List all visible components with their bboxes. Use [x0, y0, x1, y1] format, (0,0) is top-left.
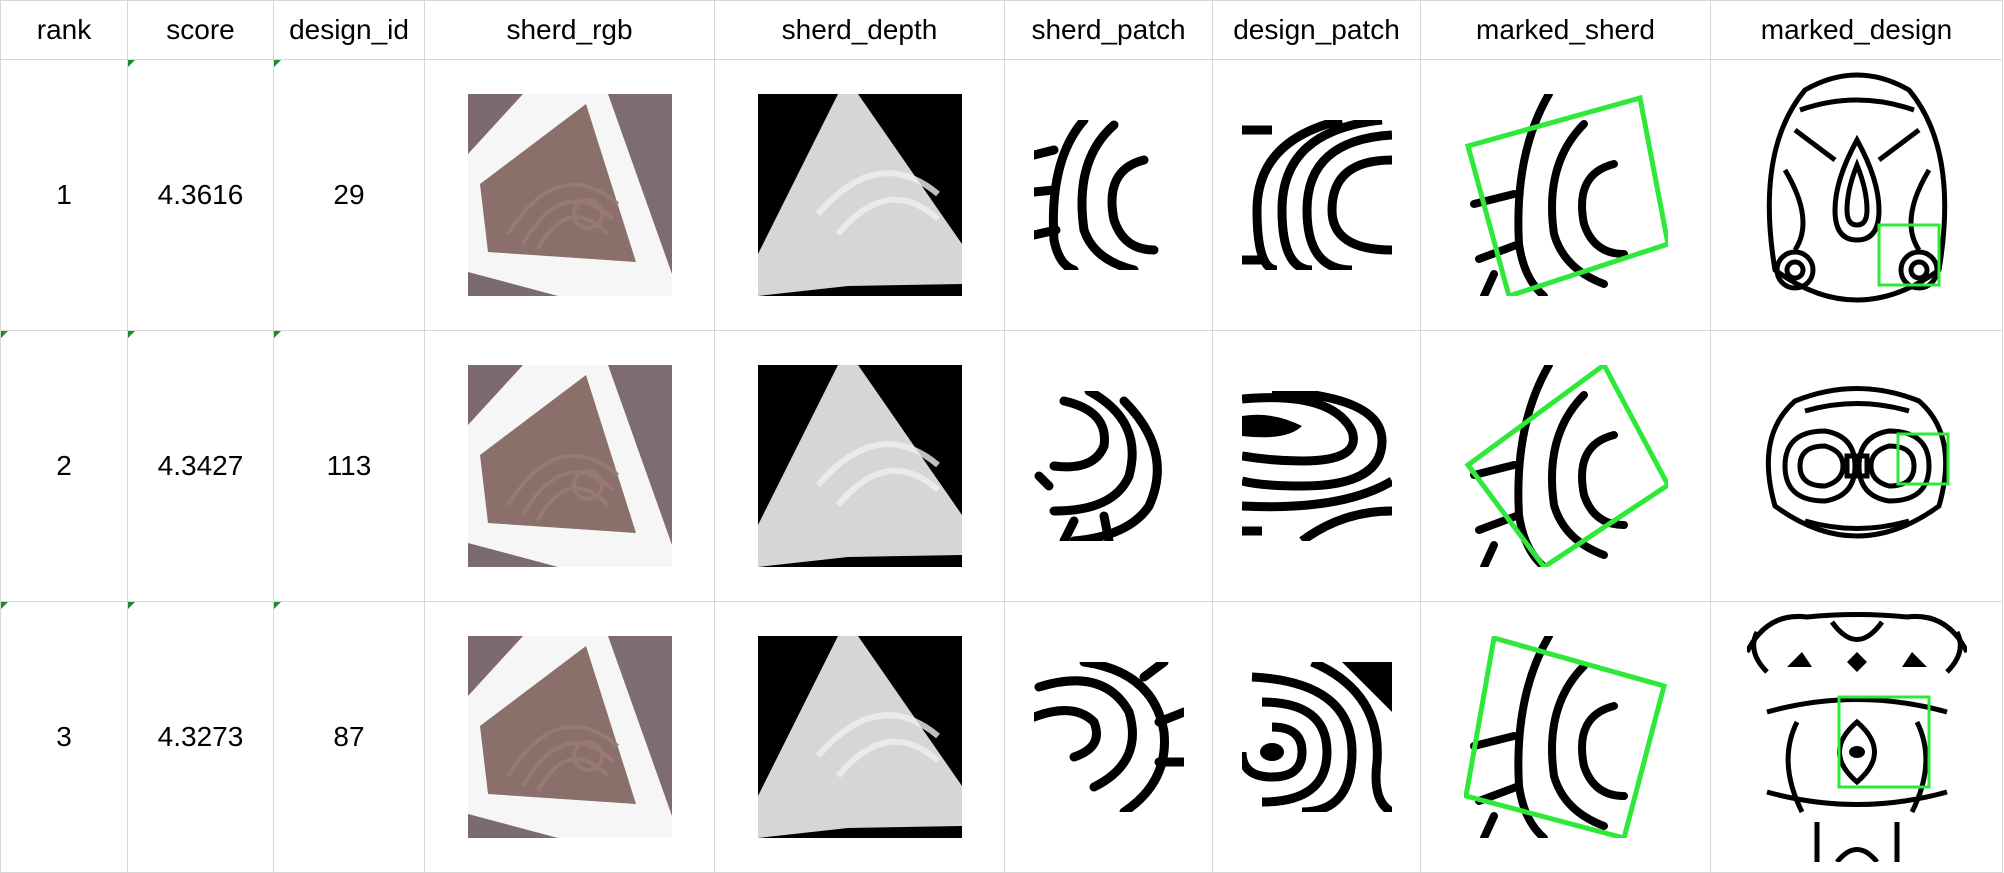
- design-id-value: 87: [333, 721, 365, 752]
- design-id-value: 113: [326, 450, 372, 481]
- cell-score[interactable]: 4.3427: [127, 330, 274, 602]
- cell-sherd-patch[interactable]: [1004, 601, 1213, 873]
- rank-value: 1: [56, 179, 72, 210]
- cell-sherd-depth[interactable]: [714, 601, 1005, 873]
- header-design-patch[interactable]: design_patch: [1212, 0, 1421, 60]
- table-row: 1 4.3616 29: [0, 59, 2003, 331]
- cell-marker: [128, 60, 135, 67]
- sherd-depth-image: [757, 365, 962, 567]
- cell-marker: [274, 331, 281, 338]
- design-id-value: 29: [333, 179, 365, 210]
- cell-marked-sherd[interactable]: [1420, 601, 1711, 873]
- marked-sherd-image: [1463, 636, 1668, 838]
- cell-design-id[interactable]: 113: [273, 330, 425, 602]
- cell-score[interactable]: 4.3616: [127, 59, 274, 331]
- sherd-rgb-image: [467, 94, 672, 296]
- header-sherd-depth[interactable]: sherd_depth: [714, 0, 1005, 60]
- cell-marker: [274, 602, 281, 609]
- header-sherd-patch[interactable]: sherd_patch: [1004, 0, 1213, 60]
- design-patch-image: [1241, 662, 1392, 812]
- marked-sherd-image: [1463, 94, 1668, 296]
- cell-design-patch[interactable]: [1212, 601, 1421, 873]
- cell-marked-design[interactable]: [1710, 59, 2003, 331]
- cell-marker: [1, 602, 8, 609]
- cell-sherd-patch[interactable]: [1004, 59, 1213, 331]
- cell-sherd-depth[interactable]: [714, 330, 1005, 602]
- cell-marker: [1, 331, 8, 338]
- cell-sherd-depth[interactable]: [714, 59, 1005, 331]
- sherd-patch-image: [1033, 391, 1184, 541]
- cell-sherd-rgb[interactable]: [424, 59, 715, 331]
- cell-rank[interactable]: 2: [0, 330, 128, 602]
- cell-marked-design[interactable]: [1710, 330, 2003, 602]
- cell-design-patch[interactable]: [1212, 330, 1421, 602]
- cell-marker: [128, 602, 135, 609]
- cell-marker: [128, 331, 135, 338]
- marked-sherd-image: [1463, 365, 1668, 567]
- header-row: rank score design_id sherd_rgb sherd_dep…: [0, 0, 2003, 60]
- cell-rank[interactable]: 3: [0, 601, 128, 873]
- score-value: 4.3616: [157, 179, 244, 210]
- cell-rank[interactable]: 1: [0, 59, 128, 331]
- marked-design-image: [1746, 612, 1967, 862]
- header-score[interactable]: score: [127, 0, 274, 60]
- rank-value: 2: [56, 450, 72, 481]
- sherd-patch-image: [1033, 662, 1184, 812]
- header-sherd-rgb[interactable]: sherd_rgb: [424, 0, 715, 60]
- marked-design-image: [1754, 376, 1959, 556]
- header-marked-sherd[interactable]: marked_sherd: [1420, 0, 1711, 60]
- cell-score[interactable]: 4.3273: [127, 601, 274, 873]
- cell-design-id[interactable]: 29: [273, 59, 425, 331]
- design-patch-image: [1241, 120, 1392, 270]
- table-row: 3 4.3273 87: [0, 601, 2003, 873]
- table-row: 2 4.3427 113: [0, 330, 2003, 602]
- cell-marked-sherd[interactable]: [1420, 59, 1711, 331]
- header-rank[interactable]: rank: [0, 0, 128, 60]
- sherd-depth-image: [757, 94, 962, 296]
- cell-design-id[interactable]: 87: [273, 601, 425, 873]
- cell-marked-sherd[interactable]: [1420, 330, 1711, 602]
- cell-design-patch[interactable]: [1212, 59, 1421, 331]
- score-value: 4.3427: [157, 450, 244, 481]
- cell-sherd-rgb[interactable]: [424, 601, 715, 873]
- cell-sherd-rgb[interactable]: [424, 330, 715, 602]
- rank-value: 3: [56, 721, 72, 752]
- cell-marked-design[interactable]: [1710, 601, 2003, 873]
- design-patch-image: [1241, 391, 1392, 541]
- sherd-rgb-image: [467, 365, 672, 567]
- sherd-rgb-image: [467, 636, 672, 838]
- cell-marker: [274, 60, 281, 67]
- cell-sherd-patch[interactable]: [1004, 330, 1213, 602]
- score-value: 4.3273: [157, 721, 244, 752]
- header-marked-design[interactable]: marked_design: [1710, 0, 2003, 60]
- sherd-patch-image: [1033, 120, 1184, 270]
- header-design-id[interactable]: design_id: [273, 0, 425, 60]
- marked-design-image: [1754, 70, 1959, 320]
- sherd-depth-image: [757, 636, 962, 838]
